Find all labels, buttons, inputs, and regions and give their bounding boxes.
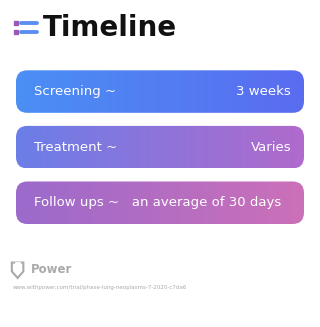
Text: 3 weeks: 3 weeks	[236, 85, 291, 98]
Text: Power: Power	[30, 263, 72, 276]
Text: Treatment ~: Treatment ~	[34, 141, 117, 154]
Text: Timeline: Timeline	[43, 14, 177, 42]
Text: Screening ~: Screening ~	[34, 85, 116, 98]
Text: www.withpower.com/trial/phase-lung-neoplasms-7-2020-c7da6: www.withpower.com/trial/phase-lung-neopl…	[13, 285, 187, 290]
Text: Follow ups ~   an average of 30 days: Follow ups ~ an average of 30 days	[34, 196, 281, 209]
Text: Varies: Varies	[251, 141, 291, 154]
